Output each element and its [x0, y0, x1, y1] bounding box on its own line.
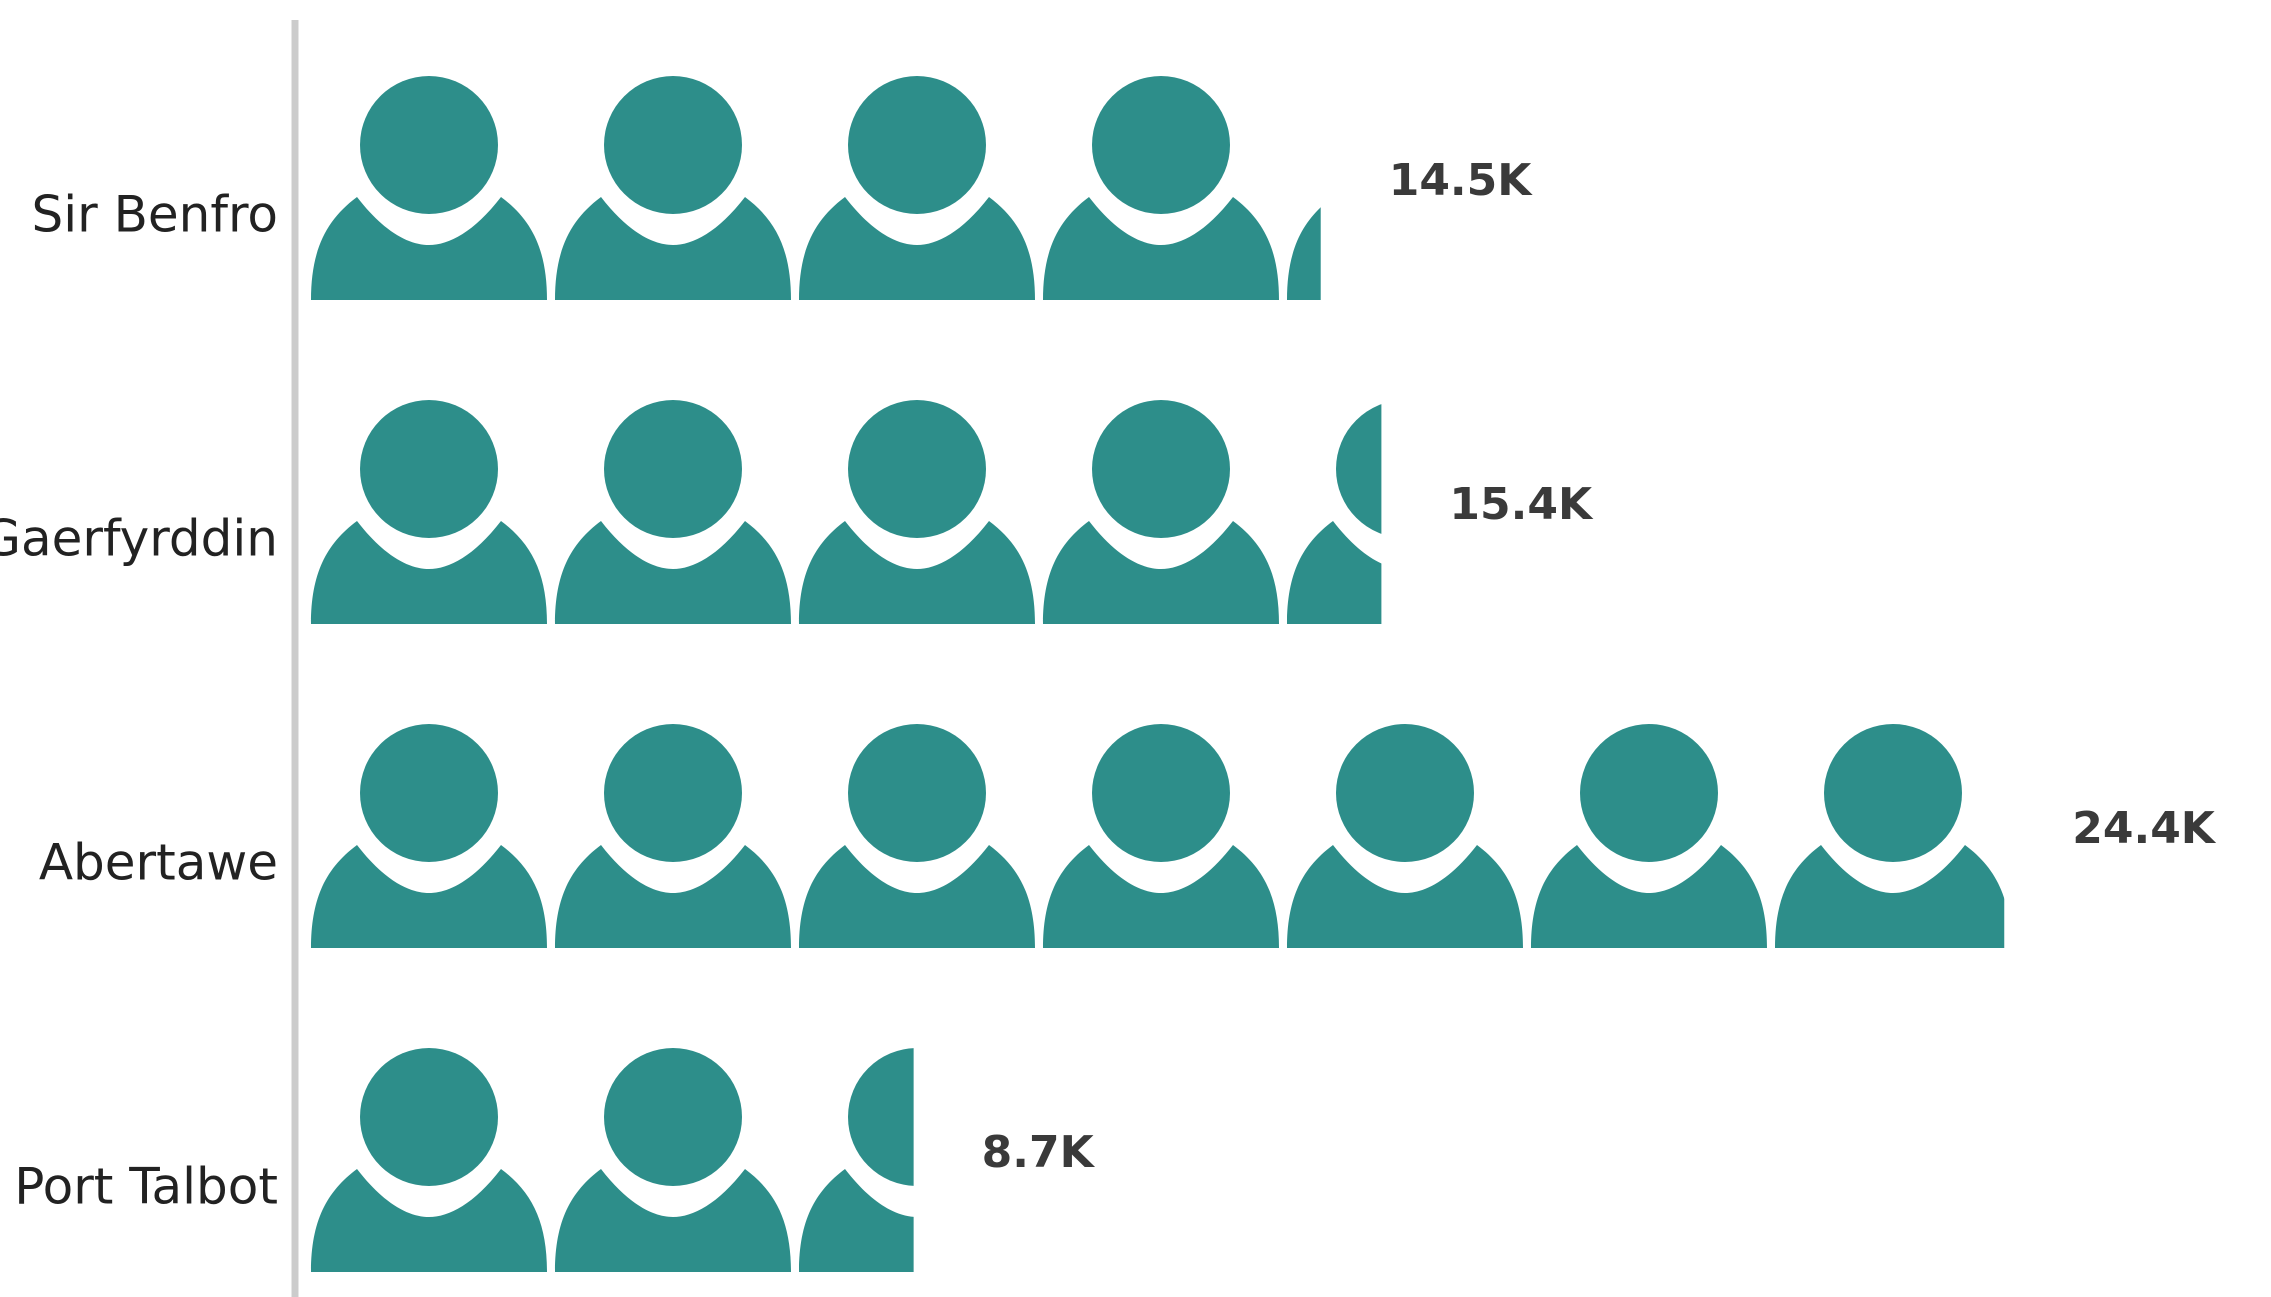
person-icon [311, 400, 547, 624]
category-label: Gaerfyrddin [0, 510, 278, 568]
person-icon [799, 724, 1035, 948]
chart-rows: Sir Benfro 14.5K Gaerfyrddin 15.4K Abertawe 2… [0, 76, 2217, 1272]
value-label: 14.5K [1389, 155, 1534, 206]
person-icon [799, 76, 1035, 300]
person-icon [1043, 400, 1279, 624]
row-gaerfyrddin: Gaerfyrddin 15.4K [0, 400, 1594, 624]
person-icon [555, 400, 791, 624]
person-icon [1287, 724, 1523, 948]
person-icon [1775, 724, 2005, 948]
value-label: 15.4K [1449, 479, 1594, 530]
person-icon [311, 76, 547, 300]
person-icon [1531, 724, 1767, 948]
person-icon [311, 1048, 547, 1272]
category-label: Abertawe [39, 834, 278, 892]
person-icon [1043, 724, 1279, 948]
person-icon [799, 400, 1035, 624]
row-sir-benfro: Sir Benfro 14.5K [32, 76, 1534, 300]
person-icon [311, 724, 547, 948]
value-label: 24.4K [2072, 803, 2217, 854]
category-label: Port Talbot [14, 1158, 278, 1216]
person-icon [555, 724, 791, 948]
category-label: Sir Benfro [32, 186, 278, 244]
person-icon [555, 1048, 791, 1272]
person-icon [555, 76, 791, 300]
value-label: 8.7K [982, 1127, 1096, 1178]
row-abertawe: Abertawe 24.4K [39, 724, 2217, 948]
person-icon [1043, 76, 1279, 300]
row-port-talbot: Port Talbot 8.7K [14, 1048, 1096, 1272]
